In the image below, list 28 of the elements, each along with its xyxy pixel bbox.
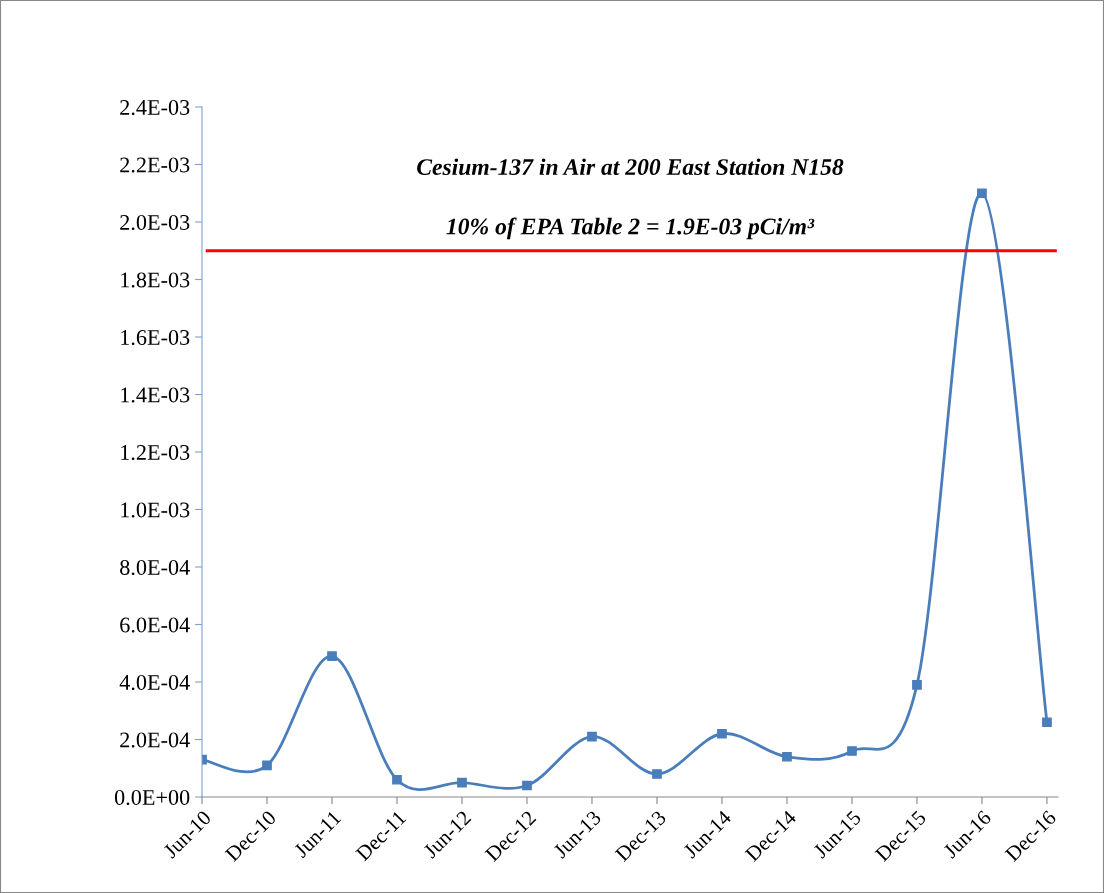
point [652,769,662,779]
y-tick-label: 0.0E+00 [114,789,190,806]
y-tick-label: 2.4E-03 [120,99,190,116]
point [912,680,922,690]
point [717,728,727,739]
y-tick-label: 1.0E-03 [121,502,190,518]
y-tick-label: 1.4E-03 [121,387,190,403]
point [522,780,532,791]
y-tick-label: 6.0E-04 [120,617,190,633]
y-tick-label: 4.0E-04 [119,674,190,691]
point [587,731,597,742]
point [1042,717,1052,728]
point [782,751,792,762]
point [327,651,337,661]
y-tick-label: 2.2E-03 [120,157,190,173]
point [977,188,987,199]
y-tick-label: 1.8E-03 [121,272,190,288]
point [847,746,857,756]
y-tick-label: 2.0E-04 [120,732,190,748]
text: Cesium-137 in Air at 200 East Station N158 [417,158,844,176]
y-tick-label: 2.0E-03 [120,214,190,231]
y-tick-label: 8.0E-04 [120,559,190,576]
point [457,777,467,788]
y-tick-label: 1.6E-03 [121,329,190,346]
ref-line-label: 10% of EPA Table 2 = 1.9E-03 pCi/m³ [446,217,815,240]
point [392,774,402,785]
y-tick-label: 1.2E-03 [121,444,190,461]
point [262,760,272,771]
